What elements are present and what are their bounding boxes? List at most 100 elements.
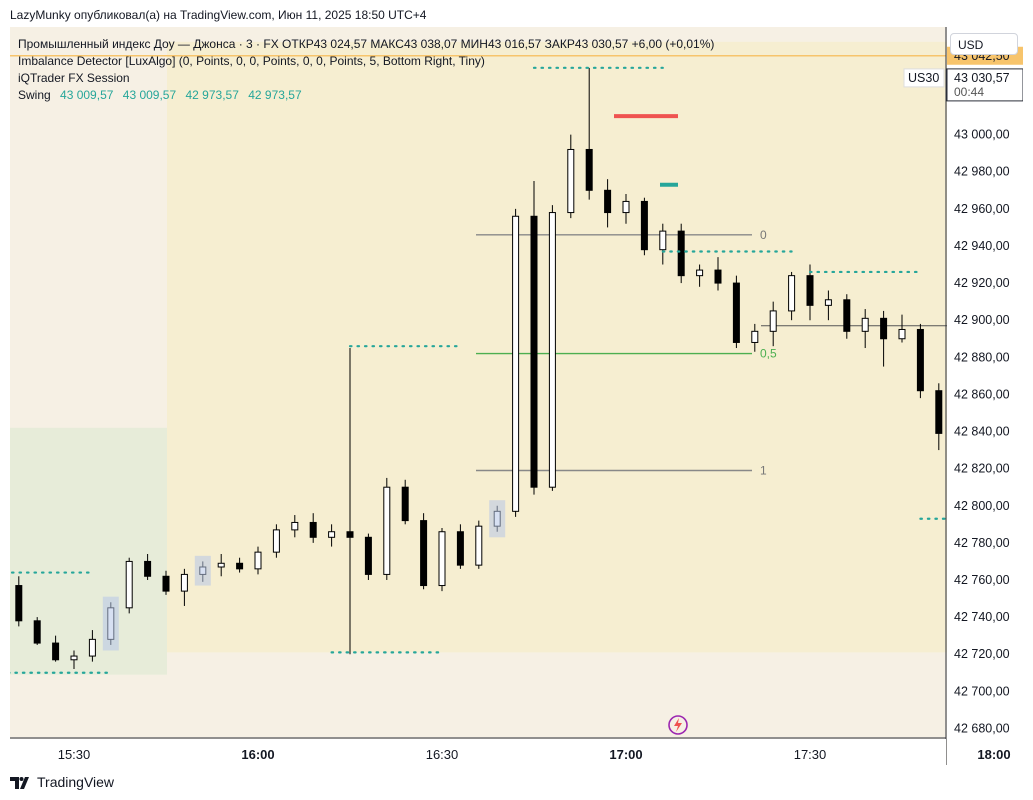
price-tick-label: 42 840,00 (954, 425, 1010, 439)
candle[interactable] (144, 560, 152, 577)
candle[interactable] (309, 521, 317, 538)
imbalance-box (102, 596, 119, 651)
candle[interactable] (346, 531, 354, 538)
candle[interactable] (622, 200, 630, 214)
symbol-ohlc-line[interactable]: Промышленный индекс Доу — Джонса · 3 · F… (18, 37, 715, 51)
candle[interactable] (236, 562, 244, 570)
swing-label: Swing (18, 88, 51, 102)
time-axis[interactable] (10, 739, 946, 765)
candle[interactable] (254, 551, 262, 570)
candle[interactable] (585, 148, 593, 191)
lightning-icon[interactable] (668, 715, 688, 735)
fib-level-label: 1 (760, 463, 767, 477)
imbalance-indicator-line[interactable]: Imbalance Detector [LuxAlgo] (0, Points,… (18, 54, 485, 68)
candle[interactable] (732, 282, 740, 343)
swing-value-2: 43 009,57 (122, 88, 177, 102)
price-tick-label: 42 940,00 (954, 239, 1010, 253)
imbalance-box (489, 500, 506, 538)
chart-area[interactable]: 0 0,5 1 43 000,00 42 980,00 42 960,00 42 940,0… (10, 27, 1023, 765)
candle[interactable] (512, 215, 520, 512)
candle[interactable] (824, 299, 832, 306)
footer-brand[interactable]: TradingView (10, 774, 114, 790)
candle[interactable] (217, 562, 225, 568)
candle[interactable] (33, 620, 41, 644)
candle[interactable] (456, 531, 464, 566)
candle[interactable] (180, 573, 188, 592)
candle[interactable] (640, 200, 648, 251)
candle[interactable] (677, 230, 685, 277)
price-tick-label: 42 700,00 (954, 684, 1010, 698)
candle[interactable] (475, 525, 483, 566)
price-tick-label: 42 800,00 (954, 499, 1010, 513)
candle[interactable] (548, 212, 556, 488)
price-tick-label: 42 920,00 (954, 276, 1010, 290)
candle[interactable] (916, 328, 924, 392)
last-price-badge[interactable] (946, 68, 1023, 102)
price-tick-label: 42 780,00 (954, 536, 1010, 550)
time-tick-label: 17:00 (609, 747, 642, 762)
price-tick-label: 42 900,00 (954, 313, 1010, 327)
imbalance-box (194, 555, 211, 586)
candle[interactable] (861, 317, 869, 332)
fib-level-label: 0,5 (760, 347, 777, 361)
candle[interactable] (52, 642, 60, 661)
symbol-tag-badge[interactable] (903, 68, 945, 88)
session-indicator-line[interactable]: iQTrader FX Session (18, 71, 130, 85)
lightning-bolt-icon (674, 718, 682, 732)
bar-countdown-label: 00:44 (954, 85, 984, 99)
time-tick-label: 16:30 (426, 747, 459, 762)
candle[interactable] (88, 638, 96, 657)
price-tick-label: 42 680,00 (954, 721, 1010, 735)
price-tick-label: 42 740,00 (954, 610, 1010, 624)
candle[interactable] (806, 275, 814, 306)
time-tick-label: 17:30 (794, 747, 827, 762)
candle[interactable] (659, 230, 667, 251)
candle[interactable] (70, 655, 78, 661)
candle[interactable] (401, 486, 409, 522)
candle[interactable] (272, 529, 280, 553)
candle[interactable] (935, 390, 943, 434)
swing-value-4: 42 973,57 (248, 88, 302, 102)
candle[interactable] (898, 328, 906, 340)
candle[interactable] (714, 269, 722, 284)
symbol-tag-label: US30 (908, 71, 939, 85)
candle[interactable] (880, 317, 888, 340)
candle[interactable] (291, 521, 299, 531)
price-tick-label: 42 720,00 (954, 647, 1010, 661)
candle[interactable] (530, 215, 538, 488)
price-tick-label: 42 980,00 (954, 165, 1010, 179)
price-tick-label: 43 000,00 (954, 128, 1010, 142)
candle[interactable] (438, 531, 446, 587)
candle[interactable] (125, 560, 133, 609)
candle[interactable] (328, 531, 336, 538)
candle[interactable] (696, 269, 704, 277)
candle[interactable] (15, 585, 23, 622)
chart-legend: Промышленный индекс Доу — Джонса · 3 · F… (18, 36, 714, 104)
candle[interactable] (420, 520, 428, 587)
candle[interactable] (567, 148, 575, 214)
time-tick-label: 15:30 (58, 747, 91, 762)
price-axis[interactable] (947, 27, 1023, 765)
currency-button[interactable]: USD (950, 33, 1018, 55)
session-highlight-zone-left (10, 427, 167, 675)
last-price-label: 43 030,57 (954, 71, 1010, 85)
swing-indicator-line[interactable]: Swing 43 009,57 43 009,57 42 973,57 42 9… (18, 87, 714, 104)
candle[interactable] (604, 189, 612, 214)
candle[interactable] (788, 275, 796, 312)
swing-value-1: 43 009,57 (60, 88, 114, 102)
candle[interactable] (843, 299, 851, 332)
time-tick-label: 18:00 (977, 747, 1010, 762)
candle[interactable] (383, 486, 391, 575)
price-tick-label: 42 880,00 (954, 350, 1010, 364)
price-tick-label: 42 820,00 (954, 462, 1010, 476)
swing-value-3: 42 973,57 (185, 88, 239, 102)
publisher-line: LazyMunky опубликовал(а) на TradingView.… (10, 8, 427, 22)
price-chart[interactable]: 0 0,5 1 43 000,00 42 980,00 42 960,00 42 940,0… (10, 27, 1023, 765)
candle[interactable] (364, 536, 372, 575)
price-tick-label: 42 860,00 (954, 387, 1010, 401)
candle[interactable] (751, 330, 759, 343)
footer-brand-label: TradingView (37, 774, 115, 790)
candle[interactable] (769, 310, 777, 332)
candle[interactable] (162, 575, 170, 592)
session-highlight-zone (167, 41, 1023, 653)
